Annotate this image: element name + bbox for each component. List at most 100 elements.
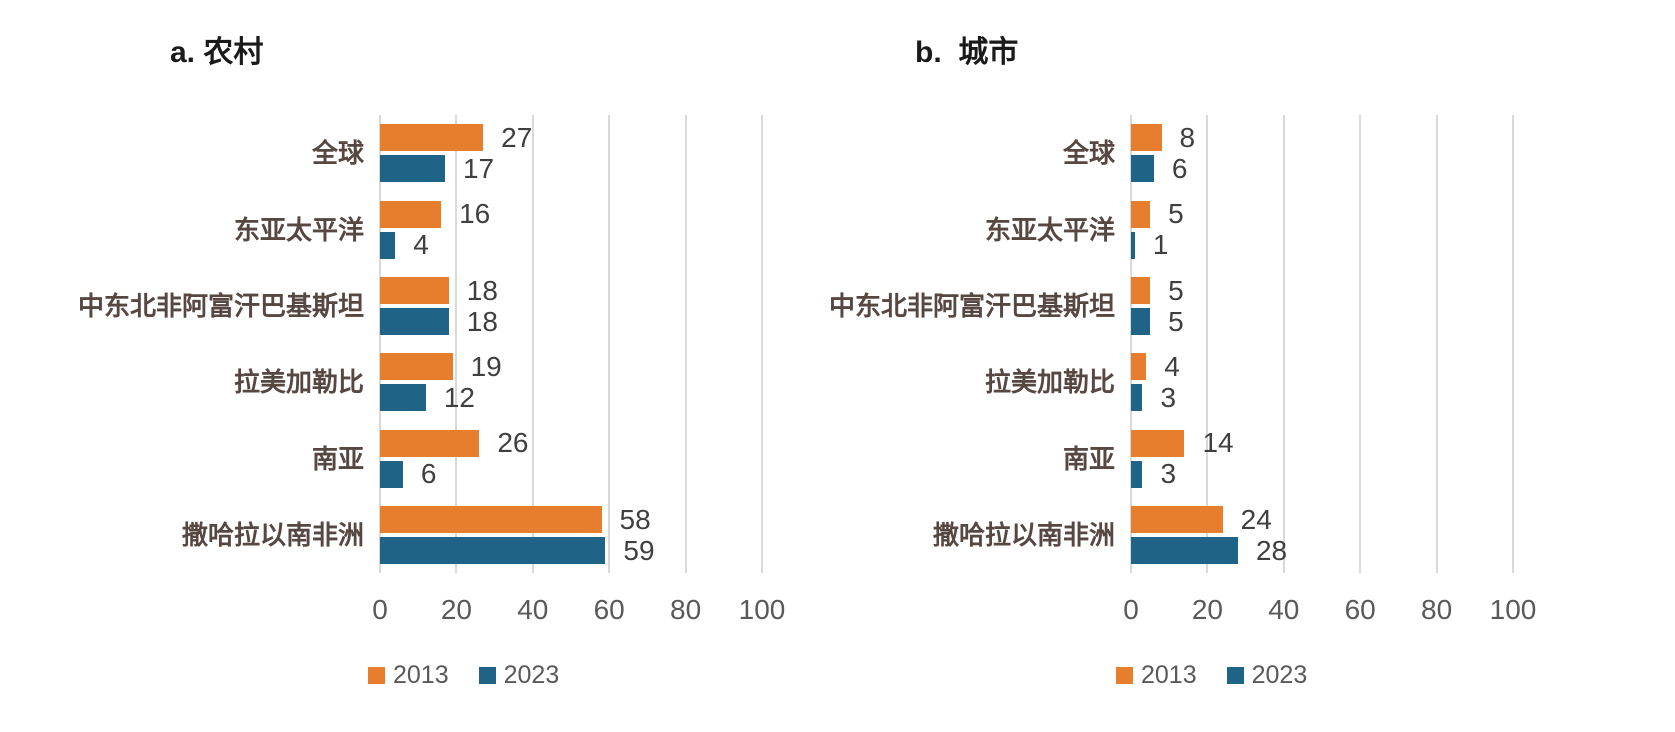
bar-2023	[1131, 308, 1151, 335]
gridline-80	[1435, 115, 1438, 573]
gridline-100	[761, 115, 763, 573]
category-label: 撒哈拉以南非洲	[181, 520, 364, 551]
category-label: 东亚太平洋	[984, 214, 1115, 245]
category-label: 东亚太平洋	[233, 214, 364, 245]
category-label: 南亚	[1062, 443, 1115, 474]
bar-2013	[380, 429, 480, 457]
category-label: 撒哈拉以南非洲	[932, 520, 1115, 551]
bar-2013	[1131, 200, 1151, 228]
x-tick-label-40: 40	[517, 594, 549, 625]
gridline-100	[1512, 115, 1514, 573]
legend-rural: 2013 2023	[368, 663, 559, 688]
category-label: 拉美加勒比	[984, 367, 1115, 398]
bar-2013	[380, 124, 484, 152]
x-tick-label-100: 100	[1489, 594, 1537, 625]
value-label-2023: 4	[413, 229, 429, 261]
value-label-2023: 3	[1160, 458, 1177, 490]
value-label-2023: 6	[1171, 152, 1188, 184]
bar-2023	[1131, 537, 1238, 565]
bar-2013	[1131, 353, 1147, 381]
legend-label-2013: 2013	[1141, 661, 1197, 689]
x-tick-label-100: 100	[738, 594, 786, 625]
x-tick-label-80: 80	[670, 594, 702, 625]
bar-2013	[1131, 429, 1185, 457]
gridline-40	[1282, 115, 1285, 573]
value-label-2023: 5	[1168, 305, 1184, 337]
x-tick-label-60: 60	[1344, 594, 1376, 625]
bar-2023	[1131, 155, 1154, 183]
legend-item-2013: 2013	[1116, 663, 1197, 688]
bar-2013	[1131, 506, 1223, 534]
category-label: 全球	[1062, 138, 1115, 169]
bar-2023	[380, 231, 396, 259]
value-label-2013: 8	[1179, 121, 1196, 153]
gridline-40	[531, 115, 534, 573]
value-label-2023: 12	[443, 381, 475, 413]
bar-2013	[1131, 277, 1151, 304]
x-tick-label-0: 0	[1123, 594, 1139, 625]
x-tick-label-20: 20	[440, 594, 472, 625]
gridline-0	[379, 115, 381, 573]
value-label-2023: 6	[420, 458, 437, 490]
category-label: 全球	[311, 138, 364, 169]
bar-2023	[380, 155, 445, 183]
value-label-2013: 58	[619, 503, 651, 535]
value-label-2023: 1	[1152, 229, 1169, 261]
value-label-2023: 3	[1160, 381, 1177, 413]
value-label-2013: 18	[466, 274, 498, 306]
bar-2013	[380, 200, 442, 228]
legend-swatch-2013	[368, 667, 385, 684]
legend-swatch-2023	[478, 667, 496, 684]
plot-area-rural: 0 20 40 60 80 100 全球 27 17 东亚太平洋 16 4 中东北非阿富汗巴基斯坦 18 1…	[78, 115, 785, 625]
x-tick-label-40: 40	[1268, 594, 1300, 625]
value-label-2023: 28	[1255, 534, 1288, 566]
bar-2023	[380, 384, 426, 412]
legend-item-2023: 2023	[1226, 663, 1307, 688]
category-label: 南亚	[311, 443, 364, 474]
value-label-2013: 26	[497, 427, 529, 459]
bar-2023	[1131, 231, 1135, 259]
category-label: 中东北非阿富汗巴基斯坦	[77, 291, 364, 321]
legend-item-2023: 2023	[478, 661, 560, 689]
legend-item-2013: 2013	[368, 663, 449, 688]
bar-2013	[380, 353, 453, 381]
bar-2023	[380, 537, 606, 565]
value-label-2013: 5	[1168, 274, 1184, 306]
gridline-20	[455, 115, 458, 573]
value-label-2013: 4	[1164, 350, 1180, 382]
bar-2023	[1131, 460, 1143, 488]
x-tick-label-60: 60	[593, 594, 625, 625]
chart-title-rural: a. 农村	[170, 36, 264, 69]
gridline-60	[608, 115, 611, 573]
gridline-80	[684, 115, 687, 573]
category-label: 拉美加勒比	[233, 367, 364, 398]
bar-2013	[380, 506, 602, 534]
x-tick-label-0: 0	[372, 594, 388, 625]
plot-area-urban: 0 20 40 60 80 100 全球 8 6 东亚太平洋 5 1 中东北非阿富汗巴基斯坦 5 5 拉美加勒…	[829, 115, 1536, 625]
gridline-60	[1359, 115, 1362, 573]
gridline-0	[1130, 115, 1132, 573]
x-tick-label-20: 20	[1191, 594, 1223, 625]
legend-swatch-2013	[1116, 667, 1133, 684]
bar-2013	[1131, 124, 1162, 152]
value-label-2023: 59	[623, 534, 655, 566]
legend-label-2013: 2013	[393, 661, 449, 689]
gridline-20	[1206, 115, 1209, 573]
value-label-2013: 27	[501, 121, 533, 153]
bar-2023	[1131, 384, 1143, 412]
x-tick-label-80: 80	[1421, 594, 1453, 625]
legend-swatch-2023	[1226, 667, 1244, 684]
value-label-2023: 17	[462, 152, 495, 184]
chart-title-urban: b. 城市	[915, 36, 1019, 69]
value-label-2013: 16	[459, 198, 491, 230]
bar-2023	[380, 460, 403, 488]
bar-2013	[380, 277, 449, 304]
value-label-2023: 18	[466, 305, 498, 337]
value-label-2013: 24	[1240, 503, 1272, 535]
value-label-2013: 14	[1202, 427, 1234, 459]
category-label: 中东北非阿富汗巴基斯坦	[828, 291, 1115, 321]
legend-label-2023: 2023	[503, 661, 560, 689]
legend-urban: 2013 2023	[1116, 663, 1307, 688]
bar-2023	[380, 308, 449, 335]
